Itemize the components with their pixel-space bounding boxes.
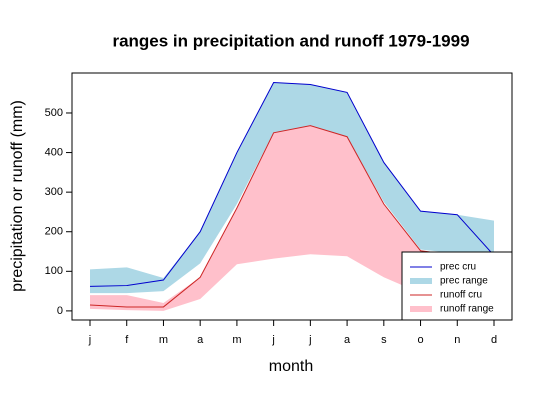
x-tick-label: f bbox=[125, 334, 129, 346]
plot-frame bbox=[71, 72, 513, 321]
y-tick-label: 0 bbox=[57, 305, 63, 317]
x-tick-label: a bbox=[197, 334, 204, 346]
range-band bbox=[90, 82, 494, 294]
chart-title: ranges in precipitation and runoff 1979-… bbox=[112, 31, 469, 50]
y-tick-label: 200 bbox=[45, 226, 63, 238]
x-tick-label: a bbox=[344, 334, 351, 346]
line bbox=[89, 81, 495, 287]
x-tick-label: j bbox=[271, 334, 274, 346]
legend-label: prec cru bbox=[440, 262, 476, 273]
y-tick-label: 400 bbox=[45, 146, 63, 158]
legend-label: runoff range bbox=[440, 304, 494, 315]
range-band bbox=[90, 125, 494, 311]
y-axis-label: precipitation or runoff (mm) bbox=[9, 100, 26, 292]
y-tick-label: 100 bbox=[45, 265, 63, 277]
x-tick-label: d bbox=[491, 334, 497, 346]
x-tick-label: s bbox=[381, 334, 387, 346]
legend-label: prec range bbox=[440, 276, 488, 287]
x-tick-label: m bbox=[232, 334, 241, 346]
legend-label: runoff cru bbox=[440, 290, 482, 301]
x-tick-label: o bbox=[417, 334, 423, 346]
x-axis-label: month bbox=[269, 358, 313, 375]
y-tick-label: 300 bbox=[45, 186, 63, 198]
x-tick-label: j bbox=[88, 334, 91, 346]
y-tick-label: 500 bbox=[45, 107, 63, 119]
x-tick-label: m bbox=[159, 334, 168, 346]
x-tick-label: n bbox=[454, 334, 460, 346]
x-tick-label: j bbox=[308, 334, 311, 346]
